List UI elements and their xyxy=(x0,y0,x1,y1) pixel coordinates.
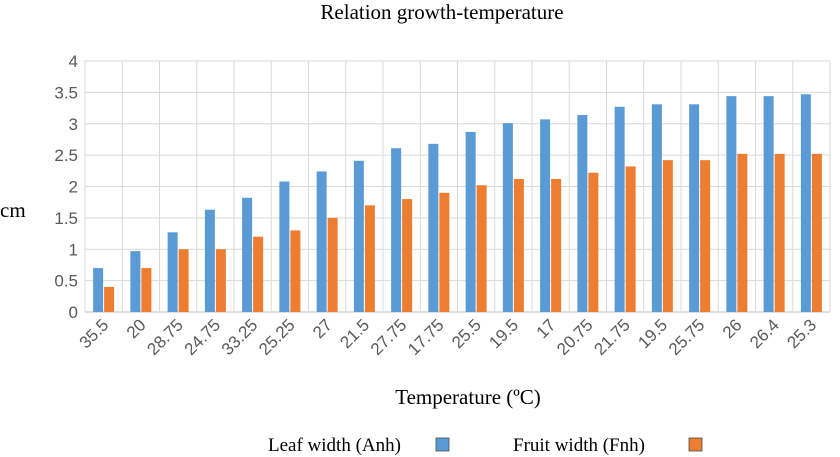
bar-leaf-width xyxy=(726,96,737,312)
y-tick-label: 0.5 xyxy=(54,272,78,291)
bar-fruit-width xyxy=(439,192,450,312)
bar-fruit-width xyxy=(476,185,487,312)
bar-leaf-width xyxy=(316,171,327,312)
bar-leaf-width xyxy=(428,143,439,312)
x-tick-label: 24.75 xyxy=(181,315,225,359)
legend-swatch xyxy=(435,437,450,452)
bar-fruit-width xyxy=(327,217,338,312)
bar-fruit-width xyxy=(700,160,711,312)
bar-fruit-width xyxy=(811,153,822,312)
x-tick-label: 35.5 xyxy=(76,315,113,352)
x-tick-label: 19.5 xyxy=(485,315,522,352)
bar-leaf-width xyxy=(391,148,402,312)
bar-fruit-width xyxy=(402,199,413,312)
bar-leaf-width xyxy=(614,106,625,313)
legend: Leaf width (Anh) Fruit width (Fnh) xyxy=(268,435,703,456)
x-tick-label: 25.75 xyxy=(665,315,709,359)
x-tick-label: 17 xyxy=(533,315,560,342)
legend-label: Leaf width (Anh) xyxy=(268,435,401,456)
bars xyxy=(93,94,822,313)
chart-title: Relation growth-temperature xyxy=(320,0,563,24)
x-tick-label: 25.5 xyxy=(448,315,485,352)
x-tick-label: 21.75 xyxy=(590,315,634,359)
bar-leaf-width xyxy=(167,232,178,312)
bar-leaf-width xyxy=(651,104,662,312)
x-tick-label: 26.4 xyxy=(746,315,783,352)
x-tick-label: 28.75 xyxy=(143,315,187,359)
bar-fruit-width xyxy=(588,172,599,312)
bar-fruit-width xyxy=(625,166,636,312)
y-axis-ticks: 0 0.5 1 1.5 2 2.5 3 3.5 4 xyxy=(54,52,78,322)
x-tick-label: 27.75 xyxy=(367,315,411,359)
y-tick-label: 4 xyxy=(69,52,78,71)
x-tick-label: 25.3 xyxy=(783,315,820,352)
y-tick-label: 0 xyxy=(69,303,78,322)
bar-leaf-width xyxy=(204,209,215,312)
x-tick-label: 33.25 xyxy=(218,315,262,359)
y-tick-label: 2.5 xyxy=(54,146,78,165)
bar-leaf-width xyxy=(279,181,290,312)
bar-leaf-width xyxy=(763,96,774,312)
bar-fruit-width xyxy=(141,268,152,312)
y-tick-label: 1 xyxy=(69,240,78,259)
bar-leaf-width xyxy=(130,251,141,312)
bar-fruit-width xyxy=(774,153,785,312)
bar-leaf-width xyxy=(353,160,364,312)
legend-swatch xyxy=(688,437,703,452)
x-tick-label: 27 xyxy=(309,315,336,342)
bar-leaf-width xyxy=(242,197,253,312)
y-tick-label: 3 xyxy=(69,115,78,134)
y-tick-label: 1.5 xyxy=(54,209,78,228)
x-tick-label: 20.75 xyxy=(553,315,597,359)
y-axis-label: cm xyxy=(0,198,26,222)
bar-fruit-width xyxy=(364,205,375,312)
bar-leaf-width xyxy=(540,119,551,312)
bar-fruit-width xyxy=(104,286,115,312)
bar-leaf-width xyxy=(93,268,104,312)
bar-fruit-width xyxy=(290,230,301,312)
x-tick-label: 25.25 xyxy=(255,315,299,359)
bar-fruit-width xyxy=(737,153,748,312)
y-tick-label: 2 xyxy=(69,178,78,197)
bar-leaf-width xyxy=(689,104,700,312)
bar-fruit-width xyxy=(551,178,562,312)
legend-label: Fruit width (Fnh) xyxy=(513,435,645,456)
grid xyxy=(84,60,831,313)
bar-fruit-width xyxy=(178,249,189,312)
x-tick-label: 17.75 xyxy=(404,315,448,359)
x-axis-label: Temperature (ºC) xyxy=(395,385,541,409)
bar-fruit-width xyxy=(253,236,264,312)
bar-fruit-width xyxy=(513,178,524,312)
bar-leaf-width xyxy=(577,114,588,312)
x-tick-label: 26 xyxy=(719,315,746,342)
bar-leaf-width xyxy=(465,131,476,312)
bar-leaf-width xyxy=(502,123,513,312)
x-tick-label: 20 xyxy=(123,315,150,342)
bar-fruit-width xyxy=(662,160,673,312)
y-tick-label: 3.5 xyxy=(54,83,78,102)
bar-fruit-width xyxy=(215,249,226,312)
bar-leaf-width xyxy=(800,94,811,312)
